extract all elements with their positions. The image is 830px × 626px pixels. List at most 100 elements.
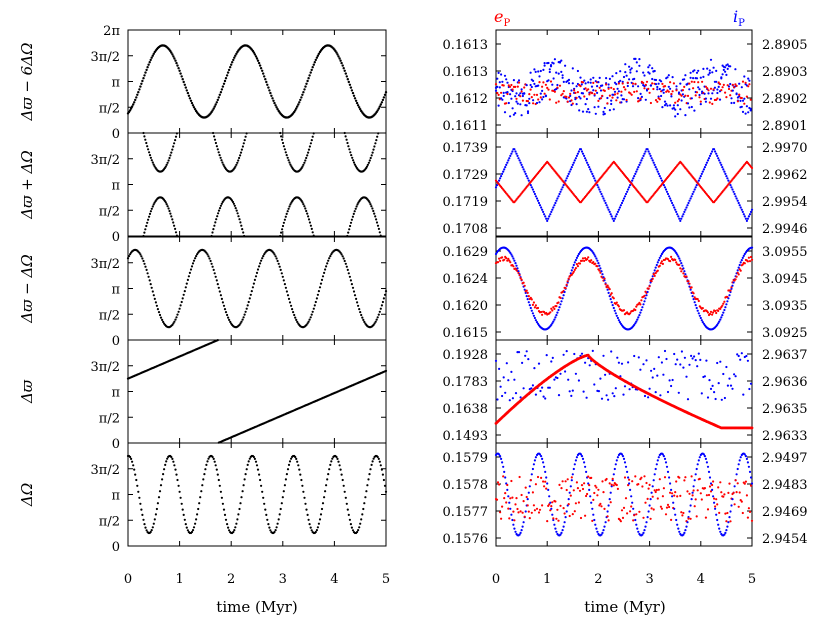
data-point (650, 157, 653, 160)
data-point (247, 300, 250, 304)
data-point (716, 154, 719, 157)
data-point (564, 516, 567, 519)
data-point (533, 509, 537, 512)
data-point (135, 96, 138, 99)
data-point (747, 465, 751, 468)
data-point (221, 85, 225, 88)
data-point (517, 79, 521, 82)
data-point (647, 510, 650, 513)
data-point (284, 286, 287, 289)
data-point (570, 103, 573, 107)
data-point (316, 293, 319, 296)
data-point (319, 282, 323, 285)
data-point (610, 292, 613, 295)
data-point (674, 108, 677, 111)
data-point (337, 460, 340, 463)
data-point (726, 511, 729, 515)
data-point (599, 377, 602, 380)
data-point (716, 503, 719, 506)
data-point (529, 306, 532, 310)
data-point (553, 90, 557, 93)
data-point (633, 514, 636, 517)
data-point (526, 100, 530, 103)
data-point (556, 376, 559, 380)
y-tick-label-right: 2.9635 (762, 402, 808, 417)
data-point (692, 87, 695, 90)
data-point (567, 503, 570, 506)
data-point (571, 389, 574, 392)
y-tick-label-right: 3.0955 (762, 245, 808, 260)
data-point (622, 75, 626, 79)
data-point (379, 307, 382, 310)
data-point (311, 135, 314, 138)
data-point (734, 479, 737, 482)
data-point (724, 512, 727, 515)
data-point (570, 99, 573, 102)
data-point (308, 145, 311, 148)
data-point (537, 98, 540, 101)
data-point (152, 522, 155, 525)
data-point (609, 491, 612, 494)
data-point (640, 95, 644, 98)
data-point (748, 83, 751, 86)
data-point (506, 259, 509, 262)
data-point (543, 485, 546, 488)
y-tick-label: π (111, 179, 120, 194)
data-point (308, 74, 311, 77)
data-point (682, 533, 685, 536)
data-point (603, 525, 606, 528)
data-point (523, 284, 526, 287)
data-point (741, 80, 745, 83)
data-point (723, 493, 726, 496)
data-point (514, 392, 518, 395)
data-point (657, 456, 660, 459)
data-point (279, 268, 282, 271)
data-point (610, 485, 613, 488)
data-point (747, 111, 750, 114)
data-point (314, 530, 317, 534)
data-point (707, 89, 710, 92)
data-point (702, 75, 705, 78)
data-point (743, 482, 746, 485)
data-point (579, 97, 582, 100)
data-point (311, 66, 314, 69)
data-point (290, 304, 293, 307)
data-point (240, 320, 243, 323)
data-point (676, 112, 679, 116)
data-point (690, 475, 693, 478)
data-point (728, 516, 731, 519)
data-point (707, 493, 711, 497)
y-tick-label-left: 0.1611 (443, 119, 489, 134)
data-point (286, 210, 289, 213)
data-point (195, 255, 198, 258)
data-point (727, 297, 730, 300)
data-point (561, 297, 564, 300)
data-point (665, 465, 669, 468)
data-point (523, 170, 526, 173)
data-point (743, 102, 746, 105)
data-point (600, 192, 603, 196)
data-point (547, 79, 550, 82)
data-point (637, 85, 640, 88)
data-point (696, 365, 699, 368)
data-point (558, 192, 561, 196)
data-point (212, 107, 215, 110)
data-point (606, 96, 609, 100)
data-point (610, 99, 613, 102)
data-point (347, 272, 350, 275)
data-point (575, 456, 579, 459)
data-point (302, 91, 305, 94)
data-point (604, 201, 607, 205)
x-tick-label: 4 (697, 572, 705, 587)
data-point (671, 495, 674, 498)
data-point (534, 483, 538, 486)
data-point (350, 283, 353, 286)
data-point (687, 517, 690, 520)
data-point (345, 502, 348, 505)
data-point (553, 307, 556, 310)
data-point (567, 78, 571, 81)
data-point (714, 505, 717, 508)
data-point (179, 72, 182, 75)
